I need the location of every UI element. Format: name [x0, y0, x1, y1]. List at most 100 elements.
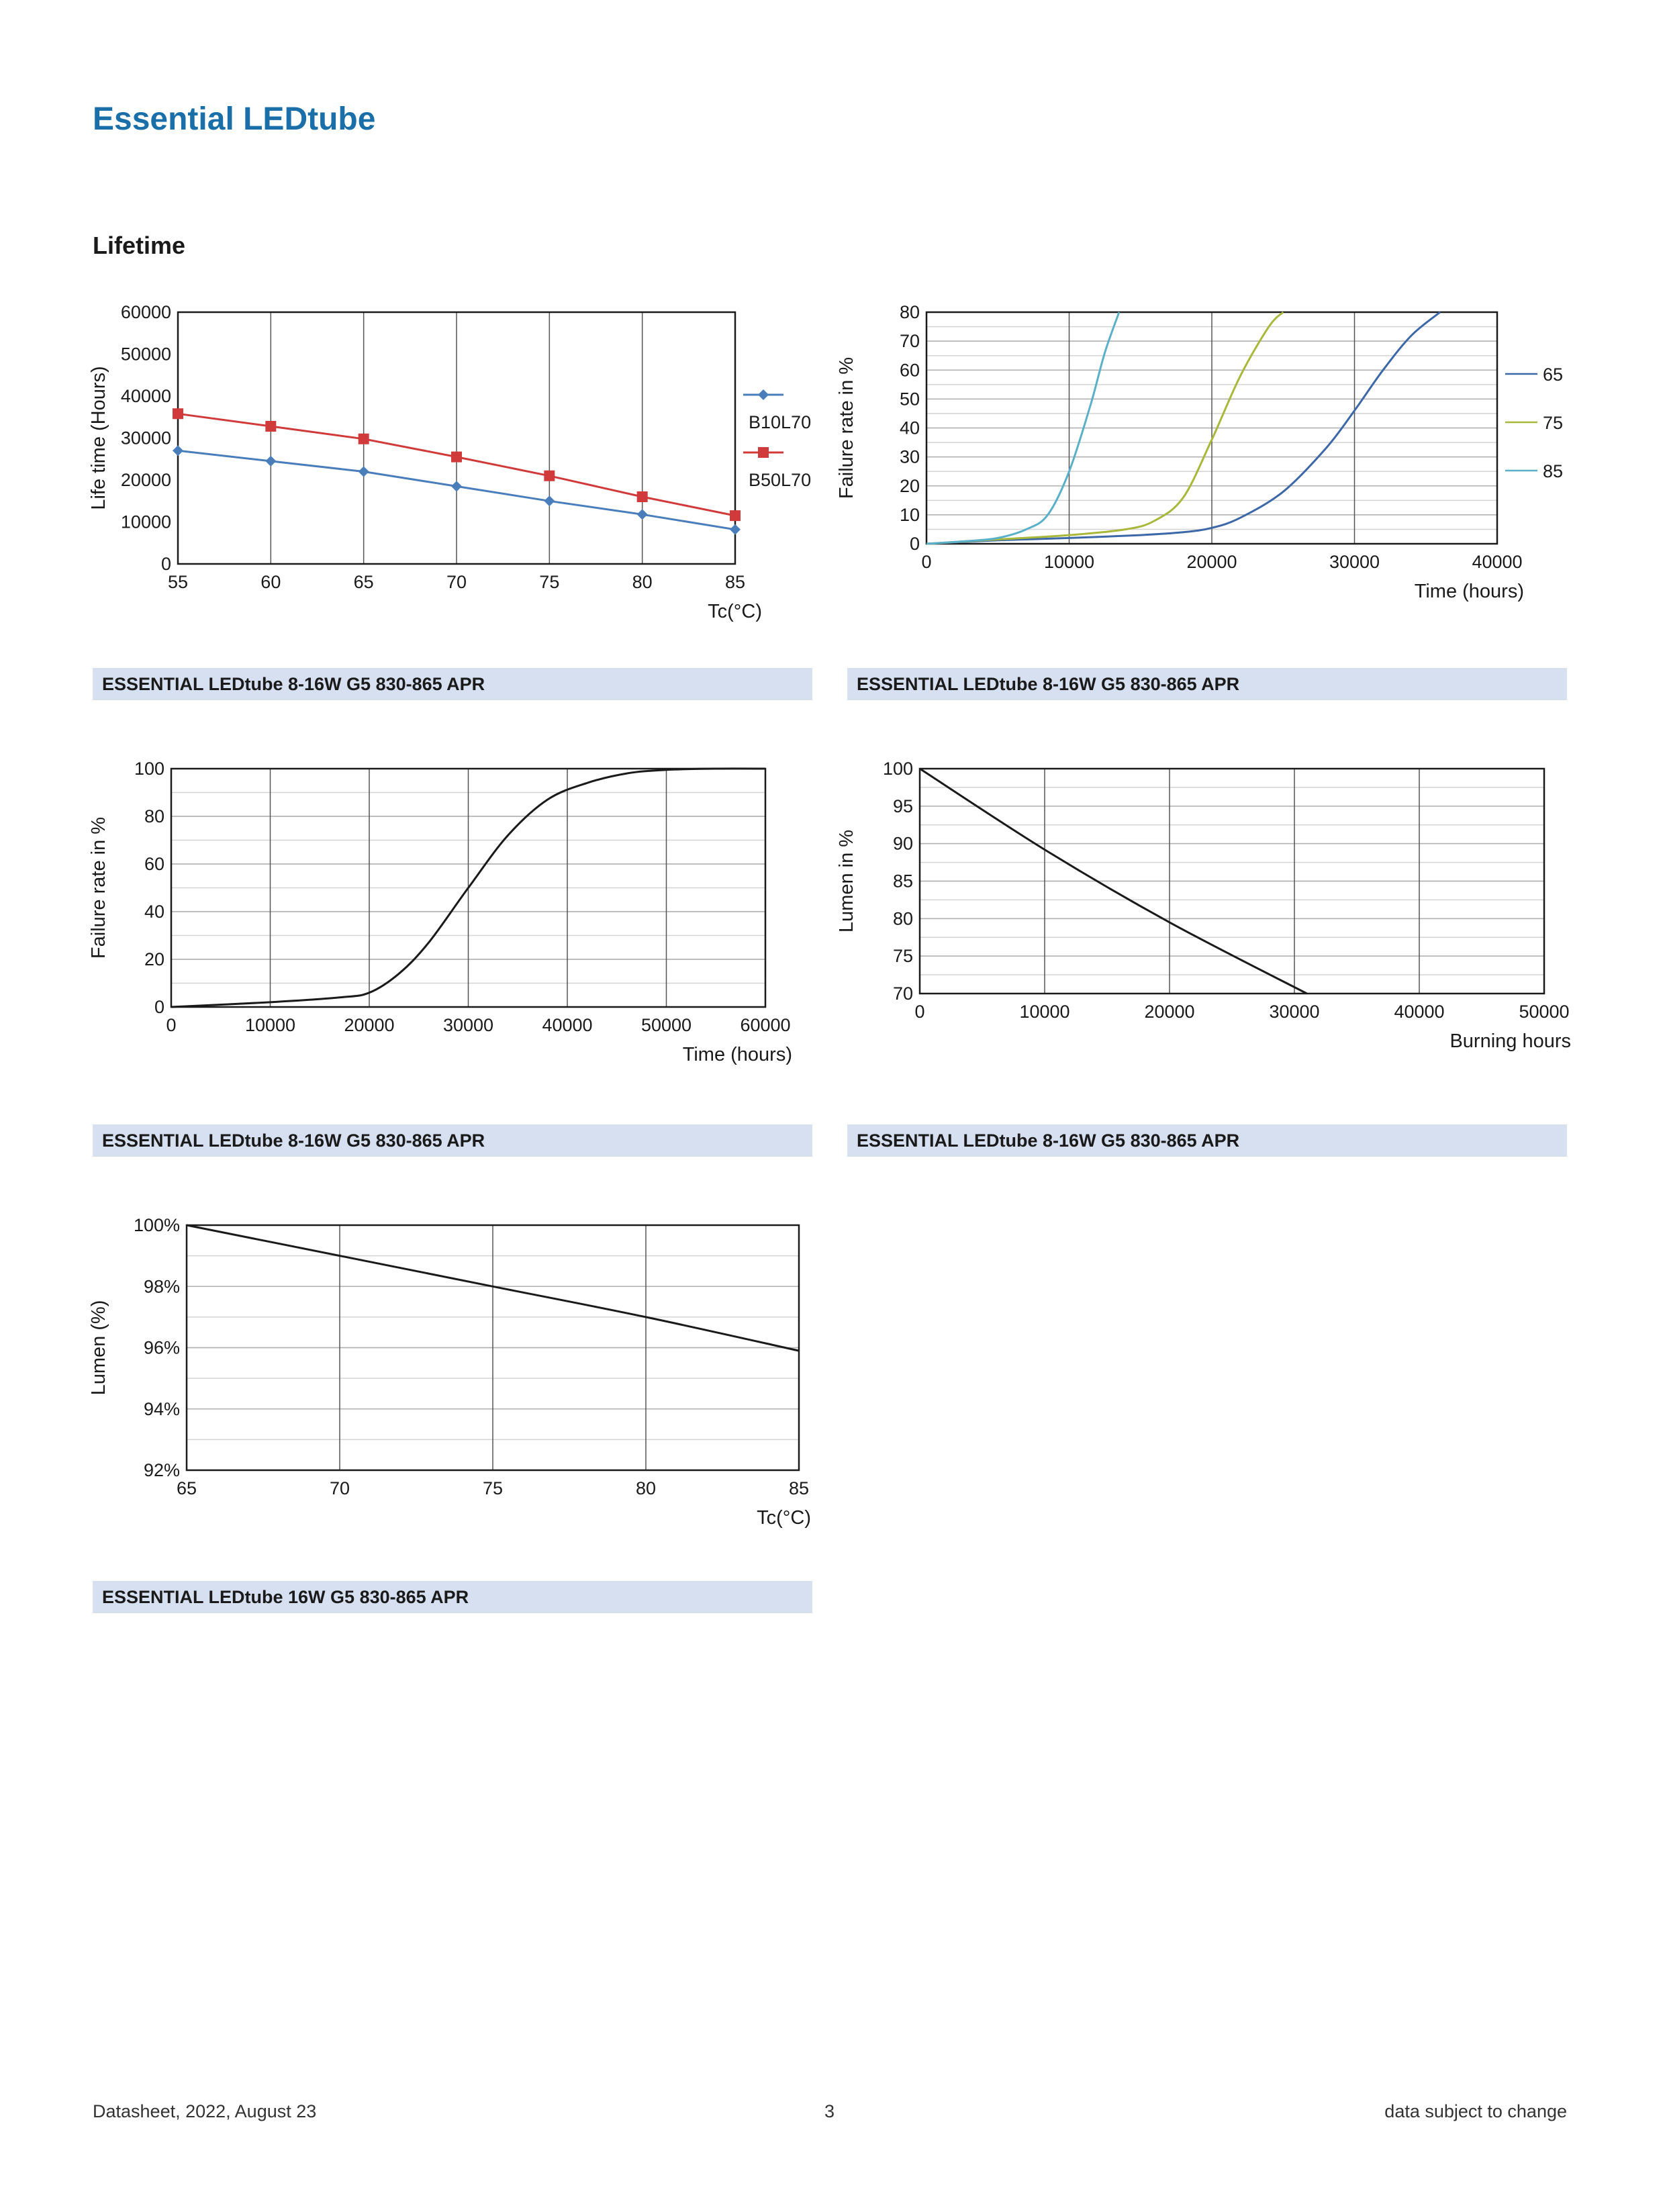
- y-tick-label: 85: [893, 871, 913, 892]
- x-tick-label: 85: [789, 1478, 809, 1498]
- x-tick-label: 30000: [1269, 1002, 1319, 1022]
- page-title: Essential LEDtube: [93, 101, 376, 137]
- y-tick-label: 100%: [134, 1215, 180, 1235]
- x-tick-label: 75: [539, 572, 559, 592]
- y-tick-label: 40: [144, 902, 164, 922]
- y-tick-label: 60000: [121, 302, 171, 322]
- x-tick-label: 60: [260, 572, 281, 592]
- x-tick-label: 10000: [1044, 552, 1094, 572]
- legend-label-65: 65: [1543, 365, 1563, 385]
- series-line-curve: [919, 767, 1308, 995]
- y-tick-label: 20000: [121, 470, 171, 490]
- y-tick-label: 95: [893, 796, 913, 816]
- y-tick-label: 40: [900, 418, 920, 438]
- x-tick-label: 70: [446, 572, 467, 592]
- y-tick-label: 80: [144, 806, 164, 826]
- x-tick-label: 65: [177, 1478, 197, 1498]
- y-axis-title: Lumen in %: [836, 830, 857, 932]
- plot-frame: [925, 311, 1498, 545]
- x-axis-title: Tc(°C): [708, 601, 762, 622]
- y-tick-label: 100: [883, 759, 913, 779]
- y-tick-label: 20: [900, 476, 920, 496]
- footer-date: Datasheet, 2022, August 23: [93, 2101, 317, 2121]
- x-tick-label: 80: [636, 1478, 656, 1498]
- x-tick-label: 40000: [1394, 1002, 1444, 1022]
- x-tick-label: 30000: [443, 1015, 493, 1035]
- y-axis-title: Failure rate in %: [836, 357, 857, 499]
- series-line-85: [926, 311, 1121, 545]
- x-tick-label: 10000: [1019, 1002, 1069, 1022]
- x-tick-label: 50000: [1519, 1002, 1569, 1022]
- data-point-B10L70: [173, 445, 183, 456]
- x-tick-label: 70: [330, 1478, 350, 1498]
- y-tick-label: 50: [900, 389, 920, 409]
- plot-frame: [918, 767, 1545, 995]
- lumen-vs-temp-chart: 92% 94% 96% 98% 100% 65 70 75 80 85 Tc(°C) Lumen (%…: [87, 1208, 826, 1544]
- data-point-B50L70: [358, 433, 369, 444]
- y-tick-label: 60: [144, 854, 164, 874]
- y-tick-label: 96%: [144, 1338, 180, 1358]
- y-tick-label: 0: [161, 554, 171, 574]
- legend-label-75: 75: [1543, 413, 1563, 433]
- x-tick-label: 50000: [641, 1015, 692, 1035]
- failure-rate-by-temp-chart-svg: 0 10 20 30 40 50 60 70 80 0 10000 20000 30000 40000 Ti…: [836, 302, 1563, 602]
- caption-lifetime-chart: ESSENTIAL LEDtube 8-16W G5 830-865 APR: [93, 668, 812, 700]
- x-axis-title: Burning hours: [1449, 1030, 1571, 1052]
- lumen-vs-temp-chart-svg: 92% 94% 96% 98% 100% 65 70 75 80 85 Tc(°C) Lumen (%…: [88, 1215, 811, 1529]
- y-tick-label: 100: [134, 759, 164, 779]
- data-point-B10L70: [544, 495, 555, 507]
- lumen-maintenance-chart-svg: 70 75 80 85 90 95 100 0 10000 20000 30000 40000 5000…: [836, 759, 1571, 1052]
- y-tick-label: 80: [900, 302, 920, 322]
- legend-label-B10L70: B10L70: [749, 412, 811, 432]
- data-point-B10L70: [265, 455, 277, 467]
- y-tick-label: 94%: [144, 1399, 180, 1419]
- plot-frame: [185, 1224, 800, 1472]
- x-tick-label: 60000: [740, 1015, 790, 1035]
- x-tick-label: 85: [725, 572, 745, 592]
- y-tick-label: 50000: [121, 344, 171, 365]
- failure-rate-chart: 0 20 40 60 80 100 0 10000 20000 30000 40000 50000 60…: [87, 752, 826, 1088]
- series-line-curve: [186, 1224, 800, 1352]
- data-point-B10L70: [730, 524, 741, 535]
- y-axis-title: Lumen (%): [88, 1300, 109, 1396]
- y-tick-label: 90: [893, 834, 913, 854]
- series-line-65: [926, 311, 1441, 545]
- data-point-B50L70: [451, 451, 462, 463]
- x-tick-label: 20000: [1186, 552, 1237, 572]
- y-tick-label: 30000: [121, 428, 171, 448]
- lifetime-chart-svg: 0 10000 20000 30000 40000 50000 60000 55 60 65 70 7…: [88, 302, 811, 622]
- y-tick-label: 0: [910, 534, 920, 554]
- legend-label-85: 85: [1543, 461, 1563, 481]
- data-point-B50L70: [265, 421, 277, 432]
- y-tick-label: 92%: [144, 1460, 180, 1480]
- y-tick-label: 30: [900, 447, 920, 467]
- y-axis-title: Life time (Hours): [88, 366, 109, 510]
- failure-rate-chart-svg: 0 20 40 60 80 100 0 10000 20000 30000 40000 50000 60…: [88, 759, 792, 1065]
- data-point-B10L70: [636, 509, 648, 520]
- x-tick-label: 0: [166, 1015, 176, 1035]
- y-tick-label: 60: [900, 360, 920, 380]
- caption-failure-rate-chart: ESSENTIAL LEDtube 8-16W G5 830-865 APR: [93, 1124, 812, 1157]
- footer-page-number: 3: [824, 2101, 835, 2121]
- y-tick-label: 70: [900, 331, 920, 351]
- caption-failure-rate-by-temp-chart: ESSENTIAL LEDtube 8-16W G5 830-865 APR: [847, 668, 1567, 700]
- y-tick-label: 40000: [121, 386, 171, 406]
- lumen-maintenance-chart: 70 75 80 85 90 95 100 0 10000 20000 30000 40000 5000…: [836, 752, 1578, 1088]
- legend-marker-B50L70: [758, 447, 769, 458]
- lifetime-chart: 0 10000 20000 30000 40000 50000 60000 55 60 65 70 7…: [87, 295, 826, 631]
- legend-marker-B10L70: [758, 389, 769, 400]
- y-tick-label: 20: [144, 949, 164, 969]
- data-point-B50L70: [544, 470, 555, 481]
- x-tick-label: 55: [168, 572, 188, 592]
- y-tick-label: 0: [154, 997, 164, 1017]
- data-point-B50L70: [173, 408, 183, 420]
- y-tick-label: 98%: [144, 1276, 180, 1296]
- x-tick-label: 20000: [1144, 1002, 1194, 1022]
- series-line-curve: [171, 767, 766, 1008]
- caption-lumen-maintenance-chart: ESSENTIAL LEDtube 8-16W G5 830-865 APR: [847, 1124, 1567, 1157]
- series-line-75: [926, 311, 1284, 545]
- section-heading: Lifetime: [93, 232, 186, 259]
- legend-label-B50L70: B50L70: [749, 470, 811, 490]
- y-tick-label: 10000: [121, 512, 171, 532]
- data-point-B50L70: [730, 510, 741, 522]
